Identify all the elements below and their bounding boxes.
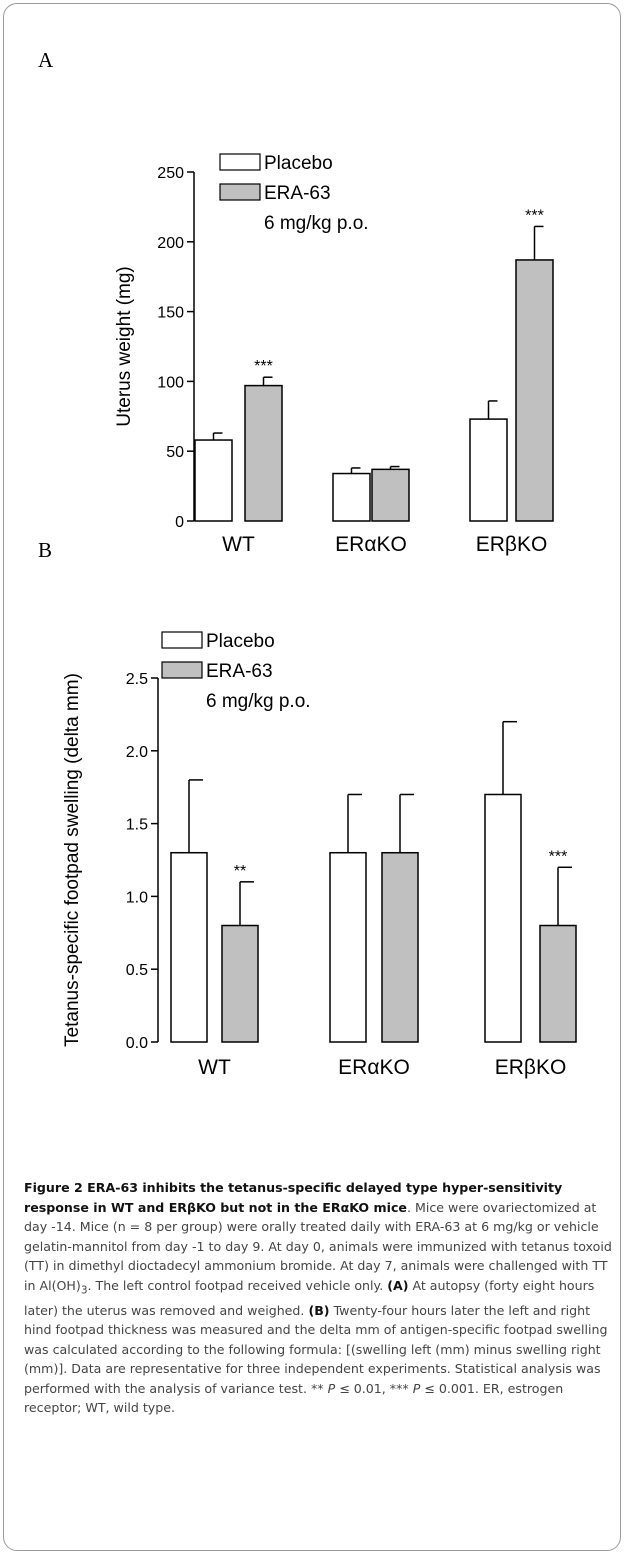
charta-x-category-label: ERβKO [476, 533, 548, 556]
charta-bar-era63-2 [515, 259, 554, 522]
charta-bar-placebo-2 [469, 418, 508, 522]
chartb-y-tick-label: 0.0 [126, 1035, 148, 1052]
chartb-x-category-label: ERβKO [495, 1056, 567, 1079]
caption-text-6: ≤ 0.001. ER, estrogen receptor; WT, wild… [24, 1380, 564, 1416]
chartb-bar-era63-0 [221, 924, 259, 1043]
charta-significance-label: *** [525, 207, 544, 224]
charta-y-tick-label: 250 [157, 165, 184, 182]
chart-panel-a: 0 50 100 150 200 250 Uterus weight (mg) *** WT ER… [114, 153, 554, 556]
chartb-legend-label: ERA-63 [206, 661, 273, 682]
chartb-y-tick-label: 1.5 [126, 817, 148, 834]
chartb-legend-label: Placebo [206, 631, 275, 652]
panel-a-letter: A [38, 48, 54, 72]
caption-text-5: ≤ 0.01, *** [335, 1380, 413, 1396]
charta-legend-swatch [219, 153, 261, 171]
caption-text-2: . The left control footpad received vehi… [87, 1277, 388, 1293]
charta-y-tick-label: 50 [166, 444, 184, 461]
charta-legend-label: ERA-63 [264, 183, 331, 204]
caption-text-1: . Mice were ovariectomized at day -14. M… [24, 1199, 612, 1293]
chartb-x-category-label: ERαKO [338, 1056, 410, 1079]
caption-p-2: P [412, 1380, 421, 1396]
caption-p-1: P [327, 1380, 336, 1396]
charta-significance-label: *** [254, 358, 273, 375]
chartb-legend-swatch [161, 631, 203, 649]
chartb-bar-era63-2 [539, 924, 577, 1043]
chartb-y-tick-label: 1.0 [126, 889, 148, 906]
charta-bar-era63-1 [371, 468, 410, 522]
figure-caption: Figure 2 ERA-63 inhibits the tetanus-spe… [24, 1178, 612, 1418]
charta-bar-placebo-1 [332, 472, 371, 522]
charta-legend-label: 6 mg/kg p.o. [264, 213, 369, 234]
charta-bar-placebo-0 [194, 439, 233, 522]
charta-y-tick-label: 150 [157, 305, 184, 322]
chartb-y-tick-label: 0.5 [126, 962, 148, 979]
caption-title: Figure 2 ERA-63 inhibits the tetanus-spe… [24, 1180, 563, 1215]
chartb-bar-placebo-0 [170, 851, 208, 1043]
chartb-significance-label: *** [549, 848, 568, 865]
charta-legend-swatch [219, 183, 261, 201]
chartb-y-axis-label: Tetanus-specific footpad swelling (delta… [62, 673, 83, 1047]
panel-b-letter: B [38, 538, 53, 562]
charta-x-category-label: WT [222, 533, 255, 556]
chartb-legend-swatch [161, 661, 203, 679]
chartb-bar-placebo-2 [484, 793, 522, 1043]
charta-y-tick-label: 200 [157, 235, 184, 252]
chartb-significance-label: ** [234, 863, 246, 880]
charta-y-tick-label: 100 [157, 374, 184, 391]
caption-label-b: (B) [308, 1302, 330, 1318]
charta-x-category-label: ERαKO [335, 533, 407, 556]
charta-legend-label: Placebo [264, 153, 333, 174]
caption-text-4: Twenty-four hours later the left and rig… [24, 1302, 608, 1396]
chartb-y-tick-label: 2.0 [126, 744, 148, 761]
chartb-bar-placebo-1 [329, 851, 367, 1043]
charta-y-tick-label: 0 [175, 514, 184, 531]
chartb-x-category-label: WT [198, 1056, 231, 1079]
caption-text-3: At autopsy (forty eight hours later) the… [24, 1277, 595, 1318]
caption-label-a: (A) [387, 1277, 409, 1293]
charta-bar-era63-0 [244, 384, 283, 522]
charta-y-axis-label: Uterus weight (mg) [114, 266, 135, 427]
chartb-bar-era63-1 [381, 851, 419, 1043]
chartb-legend-label: 6 mg/kg p.o. [206, 691, 311, 712]
chart-panel-b: 0.0 0.5 1.0 1.5 2.0 2.5 Tetanus-specific footp… [62, 631, 577, 1079]
chartb-y-tick-label: 2.5 [126, 671, 148, 688]
caption-sub-3: 3 [80, 1284, 88, 1297]
